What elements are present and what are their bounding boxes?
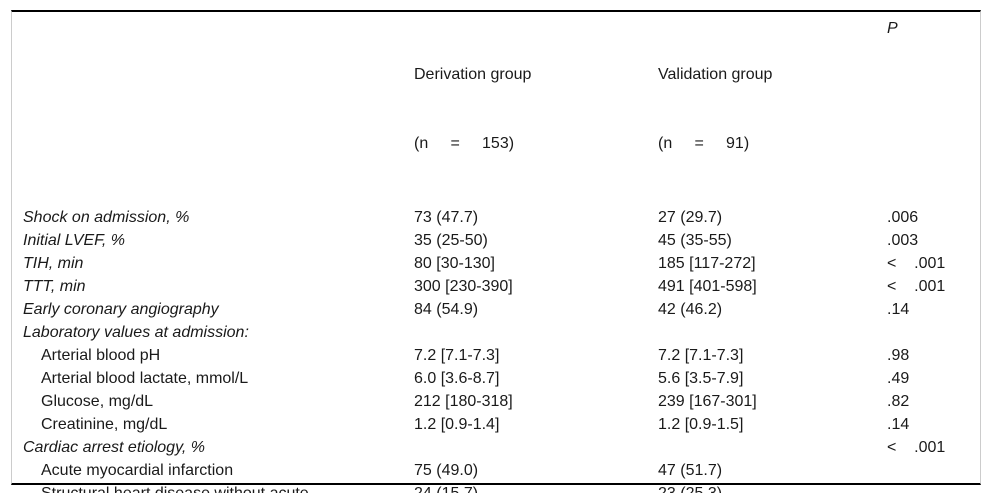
table-row: Creatinine, mg/dL 1.2 [0.9-1.4] 1.2 [0.9-1… — [12, 413, 980, 436]
derivation-value: 24 (15.7) — [414, 482, 658, 493]
p-value: .14 — [887, 416, 910, 433]
row-label: Glucose, mg/dL — [41, 393, 154, 410]
table-header-row: Derivation group (n = 153) Validation gr… — [12, 12, 980, 201]
row-label: Laboratory values at admission: — [23, 324, 249, 341]
table-row: Structural heart disease without acute24… — [12, 482, 980, 493]
table-row: Arterial blood lactate, mmol/L 6.0 [3.6-8… — [12, 367, 980, 390]
statistics-table: Derivation group (n = 153) Validation gr… — [11, 10, 981, 493]
row-label: Arterial blood pH — [41, 347, 161, 364]
validation-value: 45 (35-55) — [658, 232, 732, 249]
validation-value: 23 (25.3) — [658, 482, 887, 493]
validation-value: 47 (51.7) — [658, 462, 723, 479]
p-value: .98 — [887, 347, 910, 364]
row-label: Arterial blood lactate, mmol/L — [41, 370, 249, 387]
row-label: Cardiac arrest etiology, % — [23, 439, 205, 456]
derivation-value: 75 (49.0) — [414, 462, 479, 479]
row-label: Shock on admission, % — [23, 209, 190, 226]
row-label: Initial LVEF, % — [23, 232, 125, 249]
row-label: Acute myocardial infarction — [41, 462, 234, 479]
table-row: Glucose, mg/dL 212 [180-318] 239 [167-301]… — [12, 390, 980, 413]
derivation-value: 84 (54.9) — [414, 301, 479, 318]
table-row: Cardiac arrest etiology, % < .001 — [12, 436, 980, 459]
p-value: .49 — [887, 370, 910, 387]
table-row: Acute myocardial infarction 75 (49.0) 47 (… — [12, 459, 980, 482]
table-row: Shock on admission, % 73 (47.7) 27 (29.7).… — [12, 206, 980, 229]
table-row: Laboratory values at admission: — [12, 321, 980, 344]
derivation-value: 1.2 [0.9-1.4] — [414, 416, 500, 433]
validation-value: 5.6 [3.5-7.9] — [658, 370, 744, 387]
row-label: Structural heart disease without acute — [12, 482, 414, 493]
validation-value: 42 (46.2) — [658, 301, 723, 318]
p-value: < .001 — [887, 278, 946, 295]
validation-value: 185 [117-272] — [658, 255, 756, 272]
derivation-value: 6.0 [3.6-8.7] — [414, 370, 500, 387]
table-row: Initial LVEF, % 35 (25-50) 45 (35-55) .003 — [12, 229, 980, 252]
p-value: .006 — [887, 209, 919, 226]
derivation-value: 73 (47.7) — [414, 209, 479, 226]
p-value: .82 — [887, 393, 910, 410]
validation-value: 27 (29.7) — [658, 209, 723, 226]
table-row: Arterial blood pH 7.2 [7.1-7.3] 7.2 [7.1-7… — [12, 344, 980, 367]
derivation-value: 35 (25-50) — [414, 232, 488, 249]
derivation-value: 212 [180-318] — [414, 393, 513, 410]
p-value: .003 — [887, 232, 919, 249]
row-label: TTT, min — [23, 278, 86, 295]
row-label: TIH, min — [23, 255, 84, 272]
table-row: TTT, min 300 [230-390] 491 [401-598] < .001 — [12, 275, 980, 298]
p-value: < .001 — [887, 255, 946, 272]
validation-value: 239 [167-301] — [658, 393, 757, 410]
validation-group-n: (n = 91) — [658, 135, 750, 152]
validation-value: 1.2 [0.9-1.5] — [658, 416, 744, 433]
derivation-value: 300 [230-390] — [414, 278, 513, 295]
validation-group-title: Validation group — [658, 66, 773, 83]
derivation-group-title: Derivation group — [414, 66, 532, 83]
header-derivation-group: Derivation group (n = 153) — [414, 17, 658, 201]
row-label: Early coronary angiography — [23, 301, 219, 318]
header-validation-group: Validation group (n = 91) — [658, 17, 887, 201]
row-label: Creatinine, mg/dL — [41, 416, 168, 433]
derivation-value: 80 [30-130] — [414, 255, 495, 272]
table-row: TIH, min 80 [30-130] 185 [117-272] < .001 — [12, 252, 980, 275]
table-body: Shock on admission, % 73 (47.7) 27 (29.7).… — [12, 206, 980, 493]
p-value: .14 — [887, 301, 910, 318]
header-p-value: P — [887, 20, 898, 37]
validation-value: 7.2 [7.1-7.3] — [658, 347, 744, 364]
derivation-group-n: (n = 153) — [414, 135, 515, 152]
table-row: Early coronary angiography 84 (54.9) 42 (4… — [12, 298, 980, 321]
validation-value: 491 [401-598] — [658, 278, 757, 295]
derivation-value: 7.2 [7.1-7.3] — [414, 347, 500, 364]
p-value: < .001 — [887, 439, 946, 456]
